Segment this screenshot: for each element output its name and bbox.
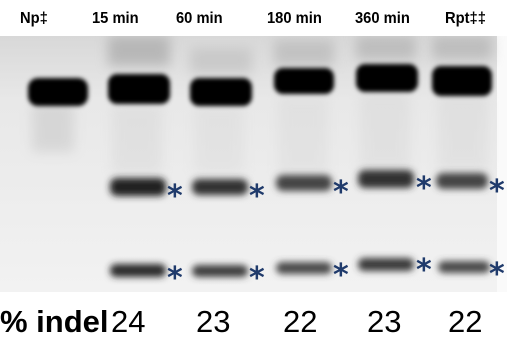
lane-label-np: Np‡ (20, 10, 48, 27)
asterisk-marker-60-lower: * (249, 261, 265, 292)
lane-label-180min: 180 min (267, 10, 322, 27)
band-cut2-15 (110, 264, 166, 277)
band-cut1-rpt (436, 173, 488, 189)
band-uncut-60 (190, 78, 252, 106)
cleavage-markers: * * * * * * * * * * (167, 171, 505, 292)
gel-image: * * * * * * * * * * (0, 36, 507, 292)
asterisk-marker-rpt-lower: * (489, 257, 505, 292)
asterisk-marker-60-upper: * (249, 179, 265, 214)
band-uncut-180 (274, 68, 334, 94)
band-cut1-60 (192, 179, 248, 195)
asterisk-marker-15-upper: * (167, 179, 183, 214)
asterisk-marker-180-lower: * (333, 258, 349, 292)
asterisk-marker-180-upper: * (333, 175, 349, 210)
indel-value-15min: 24 (111, 304, 146, 339)
band-cut1-360 (358, 170, 414, 188)
indel-label: % indel (0, 304, 109, 339)
lane-label-60min: 60 min (176, 10, 223, 27)
indel-value-360min: 23 (367, 304, 402, 339)
gel-svg: * * * * * * * * * * (0, 36, 507, 292)
uncut-bands (28, 64, 492, 106)
lane-label-rpt: Rpt‡‡ (445, 10, 486, 27)
band-uncut-rpt (432, 66, 492, 96)
band-uncut-15 (108, 74, 170, 104)
band-uncut-360 (356, 64, 418, 92)
band-cut1-180 (276, 175, 332, 191)
asterisk-marker-15-lower: * (167, 261, 183, 292)
lane-label-360min: 360 min (355, 10, 410, 27)
gel-background (0, 36, 507, 292)
band-cut2-rpt (438, 261, 490, 273)
asterisk-marker-rpt-upper: * (489, 174, 505, 209)
asterisk-marker-360-lower: * (416, 253, 432, 288)
indel-value-rpt: 22 (448, 304, 483, 339)
band-cut2-60 (192, 265, 248, 277)
band-cut1-15 (110, 178, 166, 196)
cut-bands-upper (110, 170, 488, 196)
cut-bands-lower (110, 258, 490, 277)
lane-label-15min: 15 min (92, 10, 139, 27)
indel-value-180min: 22 (283, 304, 318, 339)
indel-row: % indel 24 23 22 23 22 (0, 300, 507, 344)
band-uncut-np (28, 78, 88, 106)
asterisk-marker-360-upper: * (416, 171, 432, 206)
indel-value-60min: 23 (196, 304, 231, 339)
band-cut2-180 (276, 262, 332, 274)
band-cut2-360 (358, 258, 414, 271)
